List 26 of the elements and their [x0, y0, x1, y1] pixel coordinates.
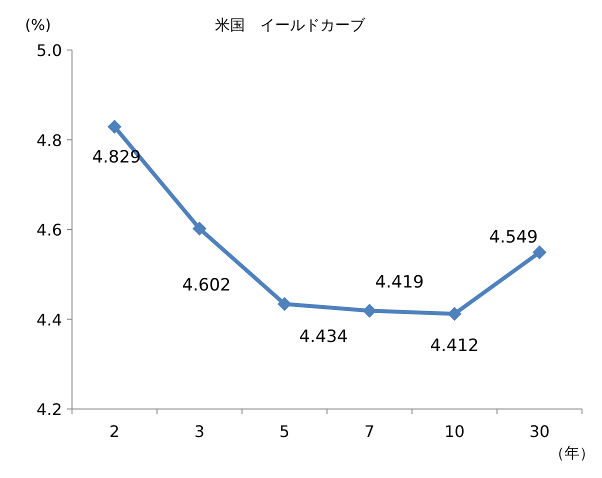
point [108, 120, 122, 134]
x-tick-label: 3 [194, 422, 205, 441]
y-tick-label: 4.6 [36, 220, 62, 240]
x-axis-title: （年） [550, 444, 594, 462]
data-label: 4.549 [489, 227, 538, 248]
data-label: 4.829 [92, 148, 141, 168]
y-tick-label: 4.4 [36, 310, 62, 330]
y-tick-label: 5.0 [36, 41, 62, 60]
point [532, 245, 546, 260]
y-axis-title: (%) [25, 16, 51, 34]
x-tick-label: 2 [109, 422, 120, 441]
data-label: 4.419 [375, 272, 424, 293]
data-label: 4.434 [299, 326, 348, 347]
y-tick-label: 4.2 [36, 400, 62, 419]
x-tick-label: 10 [444, 422, 465, 441]
point [278, 296, 292, 311]
data-label: 4.602 [182, 276, 231, 296]
point [192, 222, 206, 236]
chart-title: 米国 イールドカーブ [215, 16, 366, 34]
x-tick-label: 7 [364, 422, 375, 441]
point [362, 304, 376, 318]
y-tick-label: 4.8 [36, 130, 62, 150]
point [448, 306, 462, 321]
data-label: 4.412 [430, 336, 479, 356]
x-tick-label: 30 [529, 422, 550, 441]
x-tick-label: 5 [279, 422, 290, 441]
